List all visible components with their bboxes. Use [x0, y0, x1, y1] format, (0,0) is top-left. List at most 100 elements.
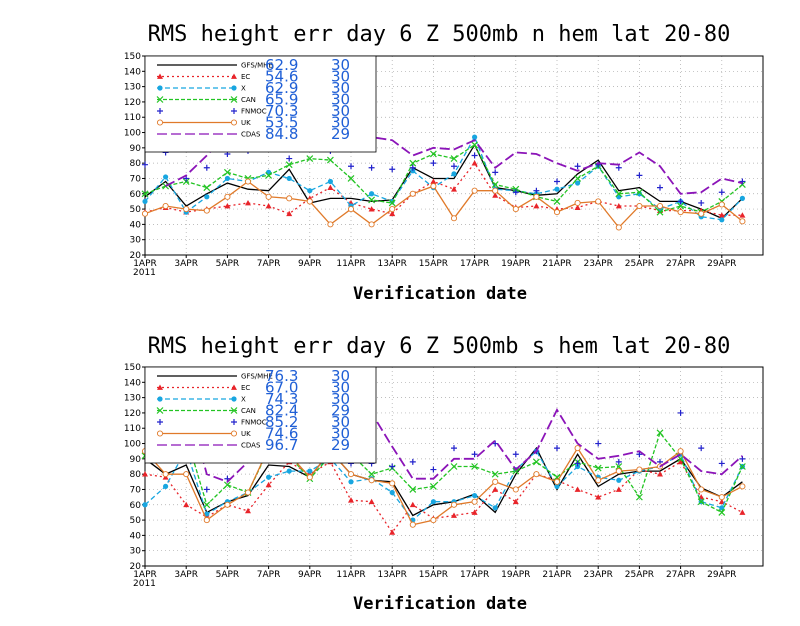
chart-2-series-ec-point	[492, 486, 499, 492]
chart-1-series-can-point	[677, 202, 685, 210]
chart-2-series-fnmoc-point	[698, 445, 705, 452]
chart-2-xtick-label: 29APR	[707, 570, 736, 580]
chart-2-series-uk-point	[471, 498, 478, 505]
chart-1-series-uk-point	[286, 195, 293, 202]
chart-2-legend-marker	[230, 430, 238, 437]
chart-2-series-ec-point	[574, 486, 581, 492]
chart-2-series-uk-point	[677, 448, 684, 455]
chart-2-series-uk-point	[224, 501, 231, 508]
chart-2-series-ec	[142, 458, 746, 535]
chart-2-series-ec-point	[615, 486, 622, 492]
chart-2-ytick-label: 30	[130, 547, 142, 557]
chart-2-series-uk-point	[512, 486, 519, 493]
chart-2-series-uk-point	[347, 471, 355, 478]
chart-1-series-uk	[141, 178, 746, 231]
chart-2-ytick-label: 140	[124, 378, 141, 388]
chart-1-series-x-point	[224, 175, 230, 182]
chart-2-series-ec-point	[348, 497, 354, 503]
chart-1-series-can-point	[635, 188, 643, 196]
chart-2-series-can-point	[697, 498, 705, 506]
chart-2-legend-marker	[231, 419, 237, 425]
chart-2-series-ec-point	[677, 458, 684, 465]
chart-1-plot-frame	[144, 55, 764, 256]
chart-1-series-x-point	[369, 191, 375, 197]
chart-2-legend-mean: 76.3	[265, 367, 298, 385]
chart-1-series-fnmoc-point	[451, 163, 457, 170]
chart-2-legend-count: 30	[331, 379, 350, 397]
chart-2-series-x-point	[389, 489, 395, 496]
chart-1-series-uk-point	[533, 193, 540, 200]
chart-1-series-fnmoc-point	[615, 164, 622, 171]
chart-2-series-can-point	[491, 470, 499, 478]
chart-2-series-gfs-mhe	[144, 446, 743, 517]
chart-1: RMS height err day 6 Z 500mb n hem lat 2…	[124, 22, 764, 304]
chart-2-series-ec-point	[451, 512, 457, 518]
chart-2-series-x-point	[348, 479, 354, 485]
chart-1-xtick-label: 27APR	[666, 259, 695, 269]
chart-1-series-can-point	[203, 184, 211, 192]
chart-1-series-can-point	[223, 168, 231, 176]
chart-2-series-x-point	[204, 511, 210, 517]
chart-2-series-fnmoc-point	[615, 458, 622, 465]
chart-2-series-can-point	[677, 455, 685, 463]
chart-1-series-can-point	[553, 197, 561, 205]
chart-1-series-uk-point	[512, 206, 519, 213]
chart-2-series-can-point	[615, 463, 623, 470]
chart-2-legend-mean: 85.2	[265, 413, 298, 431]
chart-2-ytick-label: 90	[130, 455, 142, 465]
chart-2-series-x-point	[286, 468, 292, 474]
chart-2-legend-mean: 82.4	[265, 402, 298, 420]
chart-1-year-label: 2011	[133, 268, 156, 278]
chart-2-ytick-label: 130	[124, 394, 141, 404]
chart-1-ytick-label: 130	[124, 83, 141, 93]
chart-2-series-uk-line	[144, 446, 743, 526]
chart-2-series-ec-line	[144, 460, 743, 534]
chart-2-series-uk-point	[553, 478, 561, 485]
chart-2-xtick-label: 15APR	[419, 570, 448, 580]
chart-2-xtick-label: 7APR	[257, 570, 281, 580]
chart-1-legend-marker	[230, 119, 238, 126]
chart-1-series-fnmoc-point	[348, 163, 354, 170]
chart-1-series-can-point	[285, 161, 293, 169]
chart-1-series-can-point	[326, 156, 334, 164]
chart-1-series-ec-line	[144, 162, 743, 216]
chart-1-series-can-point	[306, 155, 314, 162]
chart-1-legend-mean: 62.9	[265, 56, 298, 74]
chart-2-legend-count: 29	[331, 436, 350, 454]
chart-1-legend-marker	[157, 108, 163, 114]
chart-1-xtick-label: 15APR	[419, 259, 448, 269]
chart-2-series-fnmoc-point	[451, 445, 457, 452]
chart-2-xtick-label: 5APR	[216, 570, 240, 580]
chart-1-series-x-point	[307, 188, 313, 194]
chart-1-series-ec-point	[574, 204, 581, 210]
chart-1-series-uk-point	[677, 209, 684, 216]
chart-1-series-uk-point	[389, 206, 396, 213]
chart-1-ytick-label: 30	[130, 236, 142, 246]
chart-2-legend-name: EC	[241, 384, 250, 392]
chart-2-legend-marker	[156, 430, 164, 437]
chart-1-legend-marker	[231, 108, 237, 114]
chart-2-series-ec-point	[657, 471, 663, 477]
chart-1-ytick-label: 110	[124, 113, 141, 123]
chart-2-series-fnmoc-point	[389, 463, 396, 470]
chart-2-series-fnmoc-point	[409, 458, 416, 465]
chart-2-series-uk-point	[595, 477, 602, 484]
chart-2-legend-marker	[230, 407, 238, 414]
chart-1-series-uk-point	[183, 206, 190, 213]
chart-1-xlabel: Verification date	[353, 284, 527, 304]
chart-2-series-uk-point	[183, 471, 190, 478]
chart-1-legend-mean: 70.3	[265, 102, 298, 120]
chart-1-legend-marker	[231, 85, 237, 91]
chart-2-series-can-point	[203, 501, 211, 509]
chart-1-series-gfs-mhe-line	[144, 143, 743, 220]
chart-2-series-x-point	[430, 499, 436, 505]
chart-1-xtick-label: 13APR	[378, 259, 407, 269]
chart-1-series-fnmoc-point	[677, 198, 684, 205]
chart-2-legend-name: FNMOC	[241, 419, 267, 427]
chart-1-legend-marker	[156, 119, 164, 126]
chart-1-ytick-label: 150	[124, 52, 141, 62]
chart-1-series-uk-point	[244, 178, 252, 185]
chart-2-series-x-point	[575, 463, 581, 470]
chart-1-series-uk-point	[347, 206, 355, 213]
chart-2-series-x-point	[616, 477, 622, 483]
